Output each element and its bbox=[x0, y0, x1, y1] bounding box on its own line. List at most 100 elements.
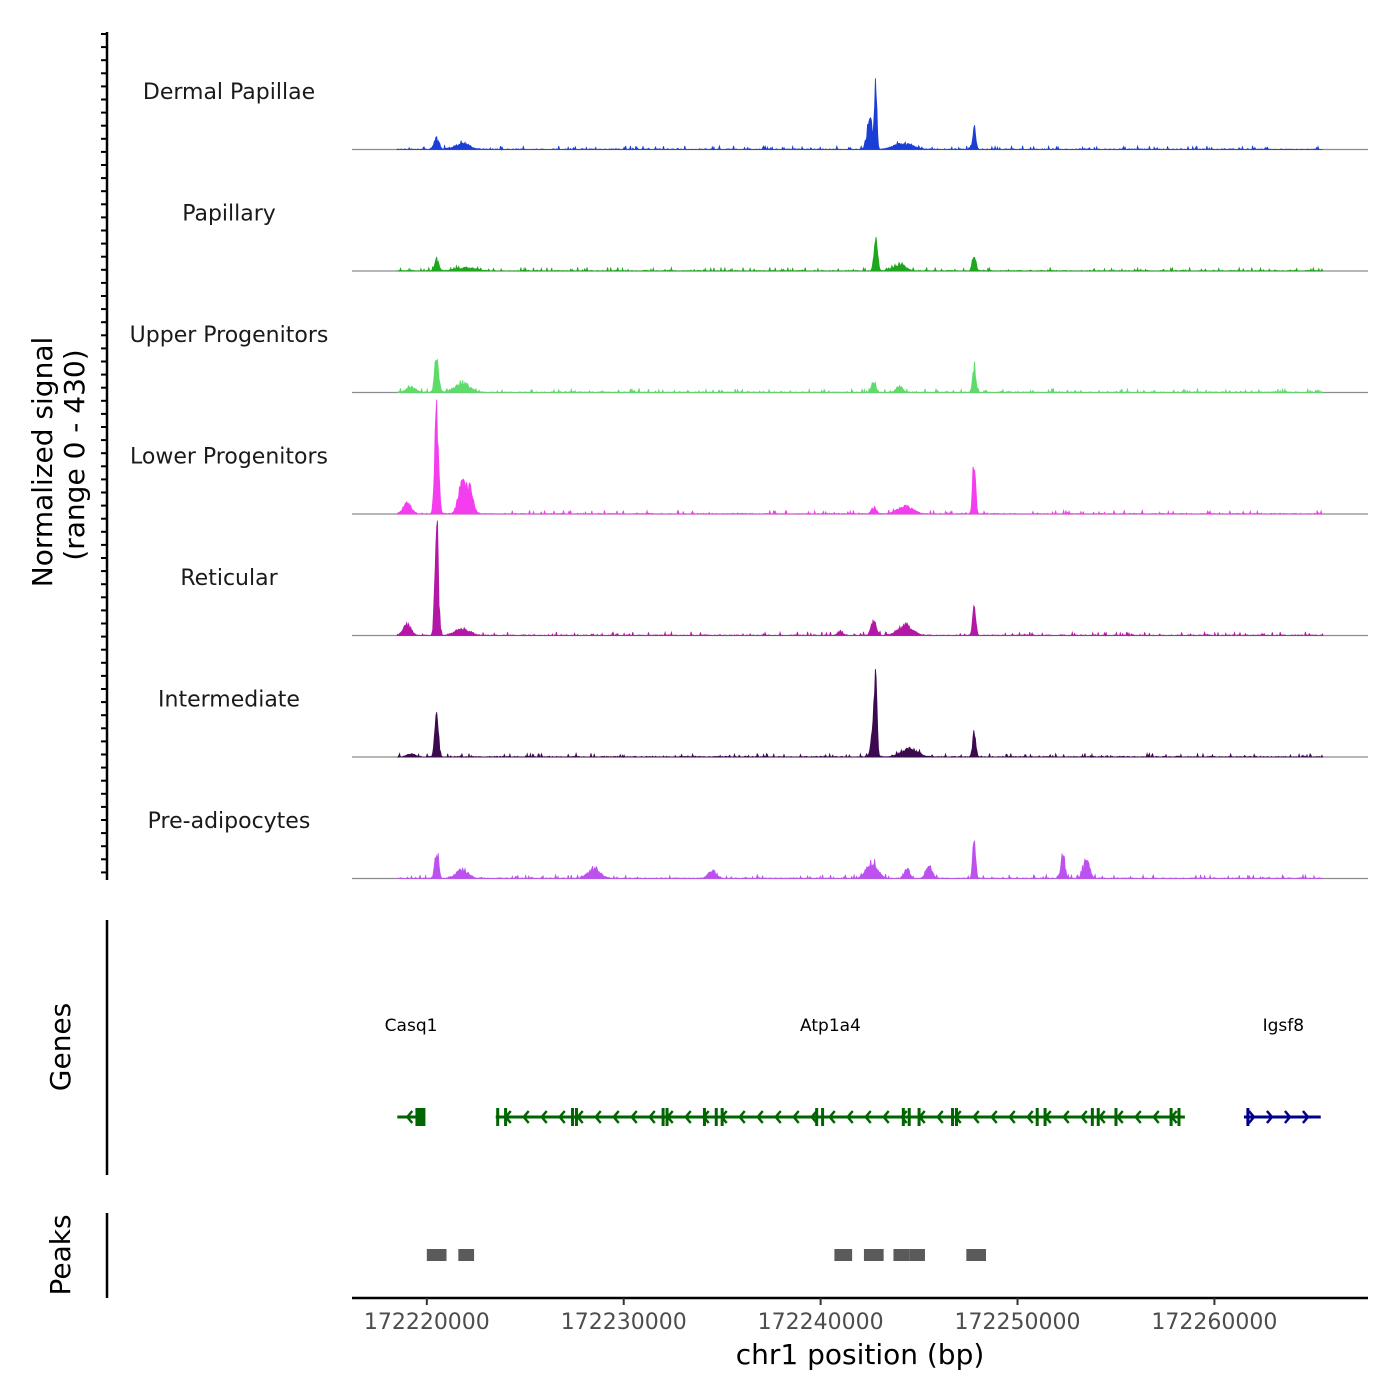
gene-exon bbox=[1177, 1108, 1181, 1126]
x-axis-tick-label: 172220000 bbox=[364, 1310, 490, 1335]
x-axis-tick-label: 172260000 bbox=[1151, 1310, 1277, 1335]
coverage-area bbox=[396, 358, 1324, 395]
gene-exon bbox=[1043, 1108, 1047, 1126]
peak-regions bbox=[426, 1249, 987, 1261]
strand-arrow bbox=[594, 1110, 602, 1124]
strand-arrow bbox=[1008, 1110, 1016, 1124]
signal-y-axis-ticks bbox=[101, 33, 107, 874]
gene-model: Atp1a4 bbox=[495, 1016, 1185, 1126]
peak-region bbox=[863, 1249, 884, 1261]
coverage-track: Lower Progenitors bbox=[130, 399, 1368, 516]
strand-arrow bbox=[810, 1110, 818, 1124]
coverage-track: Papillary bbox=[182, 202, 1368, 273]
strand-arrow bbox=[972, 1110, 980, 1124]
gene-exon bbox=[901, 1108, 905, 1126]
strand-arrow bbox=[558, 1110, 566, 1124]
strand-arrow bbox=[792, 1110, 800, 1124]
coverage-area bbox=[397, 668, 1324, 759]
peak-region bbox=[458, 1249, 475, 1261]
x-axis-tick-label: 172230000 bbox=[561, 1310, 687, 1335]
gene-exon bbox=[702, 1108, 706, 1126]
strand-arrow bbox=[684, 1110, 692, 1124]
gene-exon bbox=[496, 1108, 500, 1126]
strand-arrow bbox=[1265, 1110, 1274, 1124]
peak-region bbox=[834, 1249, 853, 1261]
gene-exon bbox=[714, 1108, 718, 1126]
genes-panel: Genes Casq1 Atp1a4 Igsf8 bbox=[44, 920, 1321, 1175]
gene-exon bbox=[665, 1108, 669, 1126]
x-axis-tick-label: 172250000 bbox=[955, 1310, 1081, 1335]
strand-arrow bbox=[648, 1110, 656, 1124]
gene-exon bbox=[821, 1108, 825, 1126]
gene-exon bbox=[954, 1108, 958, 1126]
peaks-panel-title: Peaks bbox=[44, 1214, 77, 1295]
gene-exon bbox=[1246, 1108, 1250, 1126]
y-axis-title-main: Normalized signal bbox=[26, 337, 59, 588]
gene-exon bbox=[1169, 1108, 1173, 1126]
gene-exon bbox=[574, 1108, 578, 1126]
strand-arrow bbox=[756, 1110, 764, 1124]
strand-arrow bbox=[1062, 1110, 1070, 1124]
strand-arrow bbox=[900, 1110, 908, 1124]
track-label: Intermediate bbox=[158, 688, 300, 713]
gene-models: Casq1 Atp1a4 Igsf8 bbox=[385, 1016, 1321, 1126]
peak-region bbox=[893, 1249, 910, 1261]
track-label: Lower Progenitors bbox=[130, 445, 328, 470]
strand-arrow bbox=[846, 1110, 854, 1124]
strand-arrow bbox=[522, 1110, 530, 1124]
strand-arrow bbox=[1247, 1110, 1256, 1124]
strand-arrow bbox=[1134, 1110, 1142, 1124]
gene-exon bbox=[951, 1108, 955, 1126]
strand-arrow bbox=[1026, 1110, 1034, 1124]
strand-arrow bbox=[1301, 1110, 1310, 1124]
track-label: Pre-adipocytes bbox=[148, 809, 311, 834]
strand-arrow bbox=[990, 1110, 998, 1124]
y-axis-title-range: (range 0 - 430) bbox=[58, 349, 91, 560]
coverage-area bbox=[396, 399, 1323, 516]
gene-model: Igsf8 bbox=[1243, 1016, 1321, 1126]
strand-arrow bbox=[1152, 1110, 1160, 1124]
genes-panel-title: Genes bbox=[44, 1003, 77, 1091]
strand-arrow bbox=[1080, 1110, 1088, 1124]
gene-exon bbox=[1035, 1108, 1039, 1126]
gene-exon bbox=[571, 1108, 575, 1126]
gene-exon bbox=[720, 1108, 724, 1126]
peak-region bbox=[426, 1249, 447, 1261]
coverage-area bbox=[395, 78, 1323, 152]
gene-exon bbox=[815, 1108, 819, 1126]
strand-arrow bbox=[630, 1110, 638, 1124]
strand-arrow bbox=[774, 1110, 782, 1124]
peaks-panel: Peaks bbox=[44, 1213, 987, 1298]
strand-arrow bbox=[882, 1110, 890, 1124]
gene-exon bbox=[917, 1108, 921, 1126]
signal-y-axis bbox=[101, 32, 109, 880]
gene-exon bbox=[504, 1108, 508, 1126]
coverage-area bbox=[396, 236, 1324, 273]
track-label: Papillary bbox=[182, 202, 276, 227]
x-axis-ticks: 172220000 172230000 172240000 172250000 1722… bbox=[364, 1298, 1277, 1335]
peak-region bbox=[966, 1249, 987, 1261]
strand-arrow bbox=[405, 1110, 414, 1124]
coverage-track: Dermal Papillae bbox=[143, 78, 1368, 152]
gene-model: Casq1 bbox=[385, 1016, 437, 1126]
coverage-area bbox=[396, 520, 1324, 638]
track-label: Dermal Papillae bbox=[143, 80, 315, 105]
x-axis-tick-label: 172240000 bbox=[758, 1310, 884, 1335]
strand-arrow bbox=[540, 1110, 548, 1124]
strand-arrow bbox=[1283, 1110, 1292, 1124]
gene-exon bbox=[1096, 1108, 1100, 1126]
coverage-track: Intermediate bbox=[158, 668, 1368, 759]
coverage-area bbox=[397, 840, 1323, 880]
gene-exon bbox=[1114, 1108, 1118, 1126]
y-axis-title: Normalized signal (range 0 - 430) bbox=[26, 337, 91, 588]
coverage-tracks: Dermal Papillae Papillary Upper Progenitor… bbox=[130, 78, 1368, 880]
coverage-track: Reticular bbox=[180, 520, 1368, 638]
strand-arrow bbox=[738, 1110, 746, 1124]
strand-arrow bbox=[864, 1110, 872, 1124]
x-axis-title: chr1 position (bp) bbox=[736, 1338, 985, 1371]
gene-exon bbox=[661, 1108, 665, 1126]
strand-arrow bbox=[612, 1110, 620, 1124]
gene-label: Igsf8 bbox=[1263, 1016, 1304, 1036]
track-label: Reticular bbox=[180, 566, 278, 591]
